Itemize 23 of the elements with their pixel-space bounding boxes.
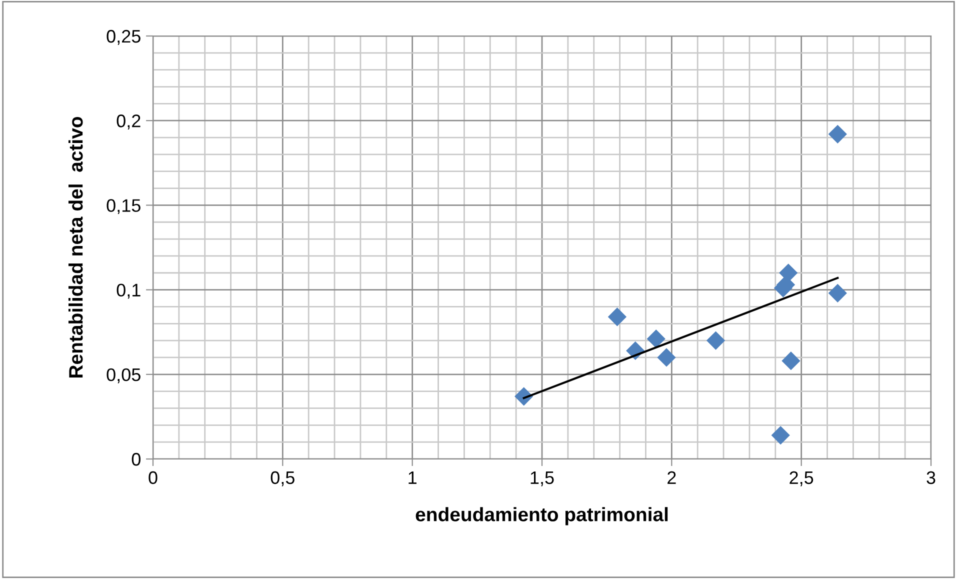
y-tick-label: 0,2 <box>116 114 140 130</box>
y-tick-label: 0 <box>132 452 140 466</box>
x-tick-label: 1,5 <box>530 471 554 486</box>
point <box>706 331 726 350</box>
point <box>657 348 676 367</box>
x-tick-label: 2,5 <box>790 471 814 486</box>
x-tick-label: 0 <box>148 471 158 484</box>
point <box>782 352 800 370</box>
point <box>828 284 847 302</box>
x-tick-label: 3 <box>926 471 936 484</box>
point <box>608 308 627 326</box>
x-tick-label: 1 <box>408 471 416 484</box>
y-tick-label: 0,15 <box>106 199 140 214</box>
point <box>646 330 666 348</box>
point <box>828 124 847 144</box>
x-tick-label: 0,5 <box>270 471 294 486</box>
point <box>771 426 790 445</box>
y-axis-title: Rentabilidad neta del activo <box>68 116 83 378</box>
y-tick-label: 0,25 <box>106 30 140 45</box>
x-axis-title: endeudamiento patrimonial <box>416 507 668 526</box>
x-tick-label: 2 <box>668 471 676 484</box>
y-tick-label: 0,05 <box>106 368 140 384</box>
y-tick-label: 0,1 <box>116 284 140 299</box>
